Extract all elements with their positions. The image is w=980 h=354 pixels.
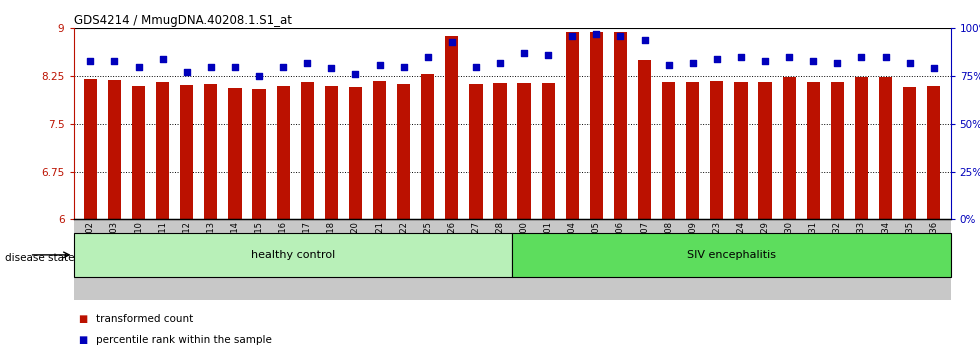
Bar: [927, 86, 941, 219]
Bar: [324, 86, 338, 219]
Point: [323, 65, 339, 71]
Point: [589, 31, 605, 37]
Point: [733, 54, 749, 60]
Bar: [662, 82, 675, 219]
Text: transformed count: transformed count: [96, 314, 193, 324]
Bar: [301, 82, 314, 219]
Bar: [253, 90, 266, 219]
Bar: [517, 83, 531, 219]
Point: [781, 54, 797, 60]
Point: [227, 64, 243, 69]
Bar: [686, 82, 700, 219]
Point: [637, 37, 653, 42]
Bar: [542, 83, 555, 219]
Bar: [180, 85, 193, 219]
Bar: [83, 79, 97, 219]
Point: [130, 64, 146, 69]
Point: [203, 64, 219, 69]
Point: [829, 60, 845, 65]
Bar: [613, 32, 627, 219]
Bar: [74, 219, 951, 300]
Bar: [710, 81, 723, 219]
Bar: [807, 82, 820, 219]
Point: [82, 58, 98, 64]
Bar: [74, 233, 512, 277]
Text: percentile rank within the sample: percentile rank within the sample: [96, 335, 271, 345]
Bar: [156, 82, 170, 219]
Point: [300, 60, 316, 65]
Text: ■: ■: [78, 335, 87, 345]
Bar: [373, 81, 386, 219]
Text: GDS4214 / MmugDNA.40208.1.S1_at: GDS4214 / MmugDNA.40208.1.S1_at: [74, 14, 291, 27]
Bar: [855, 77, 868, 219]
Bar: [831, 82, 844, 219]
Bar: [397, 84, 411, 219]
Point: [107, 58, 122, 64]
Bar: [879, 77, 892, 219]
Point: [348, 72, 364, 77]
Point: [275, 64, 291, 69]
Point: [251, 73, 267, 79]
Text: healthy control: healthy control: [251, 250, 335, 260]
Point: [396, 64, 412, 69]
Bar: [782, 77, 796, 219]
Point: [902, 60, 917, 65]
Text: SIV encephalitis: SIV encephalitis: [687, 250, 776, 260]
Point: [685, 60, 701, 65]
Bar: [276, 86, 290, 219]
Bar: [349, 87, 362, 219]
Point: [444, 39, 460, 45]
Point: [492, 60, 508, 65]
Bar: [421, 74, 434, 219]
Point: [179, 69, 195, 75]
Bar: [108, 80, 122, 219]
Text: disease state: disease state: [5, 253, 74, 263]
Point: [878, 54, 894, 60]
Bar: [469, 84, 482, 219]
Bar: [228, 88, 242, 219]
Point: [661, 62, 676, 68]
Bar: [204, 84, 218, 219]
Bar: [734, 82, 748, 219]
Point: [612, 33, 628, 39]
Point: [371, 62, 387, 68]
Point: [854, 54, 869, 60]
Point: [806, 58, 821, 64]
Bar: [759, 82, 771, 219]
Point: [468, 64, 484, 69]
Point: [540, 52, 556, 58]
Point: [516, 50, 532, 56]
Point: [564, 33, 580, 39]
Point: [758, 58, 773, 64]
Bar: [903, 87, 916, 219]
Text: ■: ■: [78, 314, 87, 324]
Bar: [512, 233, 951, 277]
Bar: [132, 86, 145, 219]
Bar: [565, 32, 579, 219]
Bar: [590, 32, 603, 219]
Point: [419, 54, 435, 60]
Point: [926, 65, 942, 71]
Bar: [638, 60, 651, 219]
Point: [155, 56, 171, 62]
Bar: [445, 36, 459, 219]
Bar: [493, 83, 507, 219]
Point: [709, 56, 724, 62]
